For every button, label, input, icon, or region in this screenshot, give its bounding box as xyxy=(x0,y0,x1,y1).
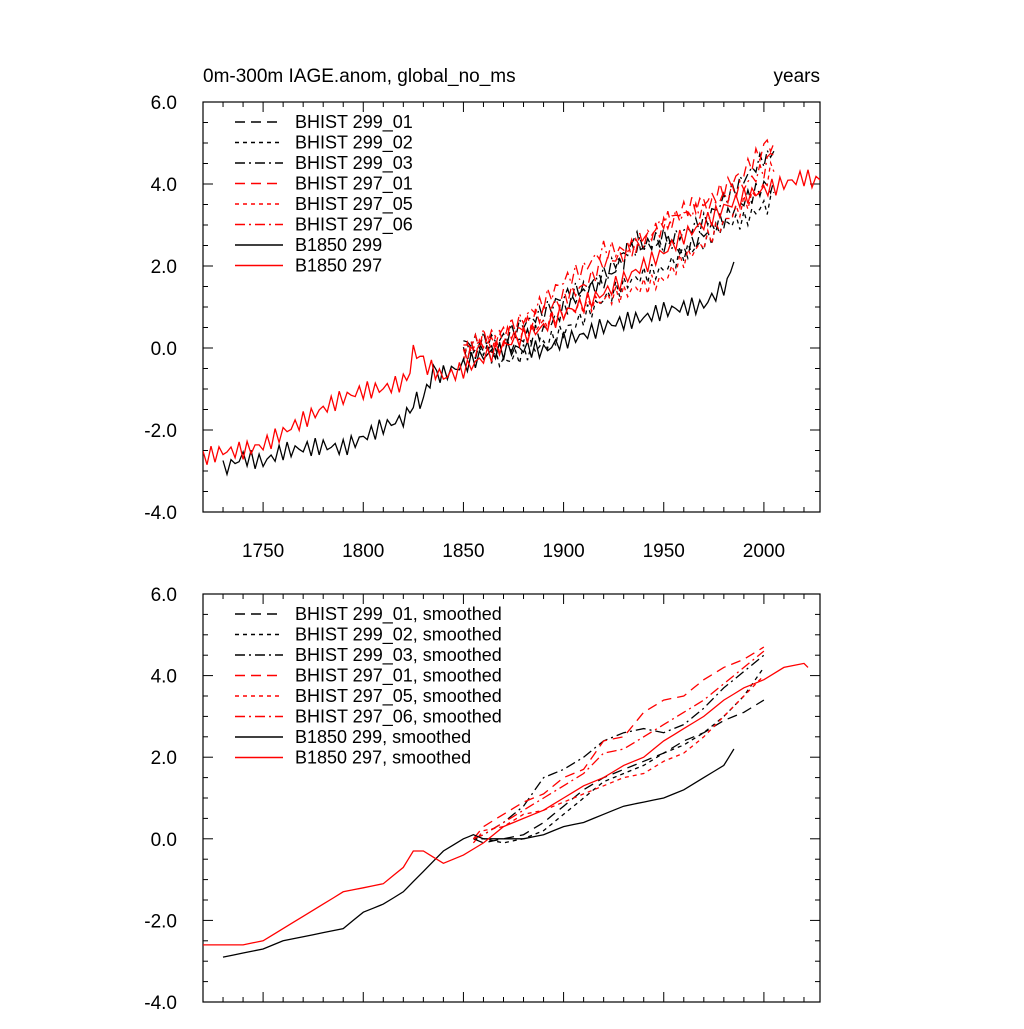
x-tick-label: 1750 xyxy=(242,541,284,562)
top-panel: -4.0 -2.0 0.0 2.0 4.0 6.0 1750 1800 1850 1900 1950… xyxy=(144,93,821,562)
series-line-bhist-299-02 xyxy=(462,191,775,369)
legend-label: BHIST 299_02, smoothed xyxy=(295,625,502,646)
legend-label: BHIST 299_03, smoothed xyxy=(295,645,502,666)
legend-label: BHIST 299_01, smoothed xyxy=(295,604,502,625)
y-tick-label: 0.0 xyxy=(151,830,177,851)
series-line-b1850-299-smoothed xyxy=(222,748,735,958)
y-tick-label: -4.0 xyxy=(144,503,177,524)
series-line-bhist-297-05-smoothed xyxy=(472,675,765,844)
y-tick-label: -2.0 xyxy=(144,421,177,442)
legend-label: B1850 299, smoothed xyxy=(295,727,471,747)
legend-label: BHIST 297_01, smoothed xyxy=(295,666,502,687)
series-lines xyxy=(203,646,809,958)
legend-label: B1850 297 xyxy=(295,256,382,276)
legend-label: BHIST 299_03 xyxy=(295,153,413,174)
series-line-bhist-299-02-smoothed xyxy=(473,667,765,844)
y-tick-label: -4.0 xyxy=(144,993,177,1014)
series-line-b1850-297 xyxy=(203,168,820,465)
legend-label: B1850 297, smoothed xyxy=(295,748,471,768)
x-tick-label: 1850 xyxy=(442,541,484,562)
y-tick-label: 6.0 xyxy=(151,585,177,606)
series-line-bhist-297-01-smoothed xyxy=(472,646,765,840)
y-tick-label: 2.0 xyxy=(151,748,177,769)
x-tick-label: 1900 xyxy=(542,541,584,562)
series-lines xyxy=(203,138,820,477)
y-tick-label: 0.0 xyxy=(151,339,177,360)
legend-label: B1850 299 xyxy=(295,235,382,255)
series-line-b1850-297-smoothed xyxy=(203,662,809,946)
legend-label: BHIST 297_06 xyxy=(295,215,413,236)
legend-label: BHIST 297_05 xyxy=(295,194,413,215)
series-line-bhist-297-06-smoothed xyxy=(473,650,765,840)
chart-units: years xyxy=(774,66,820,87)
legend-label: BHIST 297_05, smoothed xyxy=(295,686,502,707)
x-tick-label: 1800 xyxy=(342,541,384,562)
x-tick-label: 1950 xyxy=(643,541,685,562)
y-tick-label: 2.0 xyxy=(151,257,177,278)
series-line-bhist-297-06 xyxy=(463,152,775,350)
series-line-b1850-299 xyxy=(222,261,735,477)
series-line-bhist-299-03-smoothed xyxy=(473,654,765,840)
y-tick-label: 4.0 xyxy=(151,175,177,196)
legend-label: BHIST 299_02 xyxy=(295,133,413,154)
legend-label: BHIST 297_06, smoothed xyxy=(295,707,502,728)
y-tick-label: -2.0 xyxy=(144,911,177,932)
chart-title: 0m-300m IAGE.anom, global_no_ms xyxy=(203,66,516,87)
y-tick-label: 4.0 xyxy=(151,667,177,688)
x-tick-label: 2000 xyxy=(743,541,785,562)
series-line-bhist-299-03 xyxy=(463,148,775,351)
legend-label: BHIST 299_01 xyxy=(295,112,413,133)
y-tick-label: 6.0 xyxy=(151,93,177,114)
bottom-panel: -4.0 -2.0 0.0 2.0 4.0 6.0 BHIST 299_01, smooth… xyxy=(144,585,821,1014)
legend-label: BHIST 297_01 xyxy=(295,174,413,195)
